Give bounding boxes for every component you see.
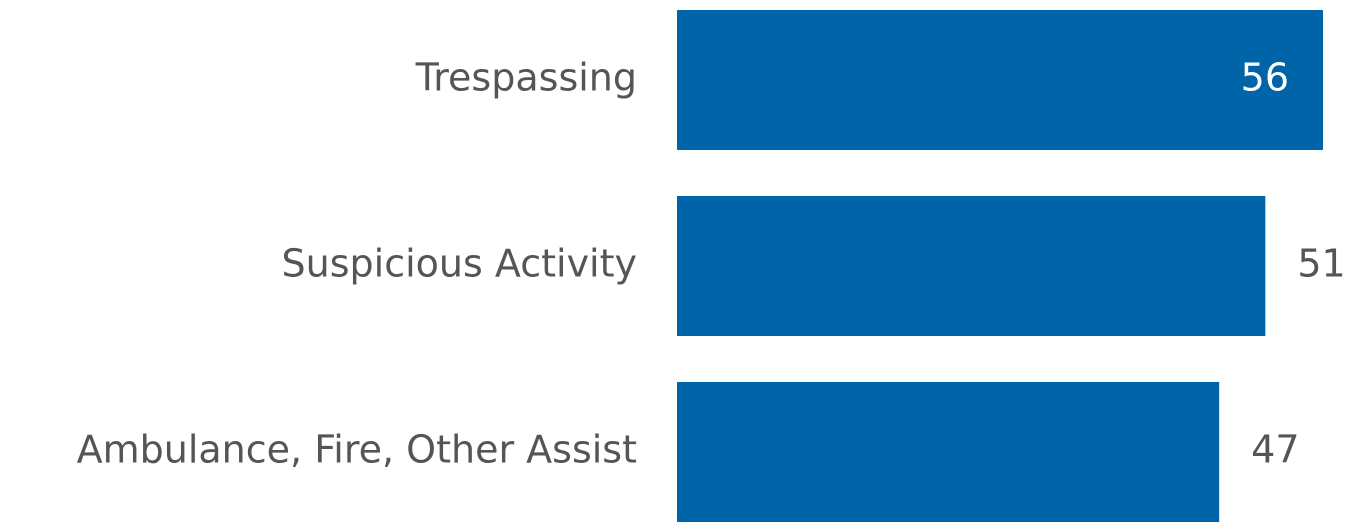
bar <box>677 196 1266 336</box>
y-tick-label: Trespassing <box>415 56 637 100</box>
y-tick-label: Suspicious Activity <box>282 242 637 286</box>
bar <box>677 10 1323 150</box>
value-label: 56 <box>1241 56 1289 100</box>
value-label: 51 <box>1297 242 1345 286</box>
y-tick-label: Ambulance, Fire, Other Assist <box>77 428 637 472</box>
bar <box>677 382 1220 522</box>
value-label: 47 <box>1251 428 1299 472</box>
